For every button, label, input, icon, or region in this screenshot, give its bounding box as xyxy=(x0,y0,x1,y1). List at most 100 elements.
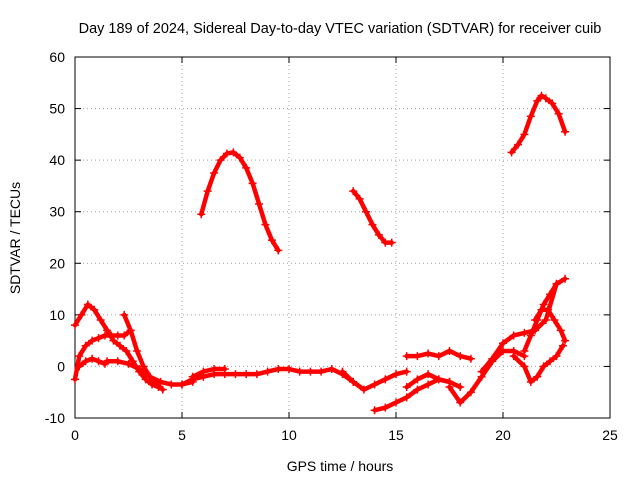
data-point xyxy=(71,321,79,330)
series-arc-15.5-18.5h-upper xyxy=(402,346,475,363)
series-line xyxy=(190,366,228,379)
series-arc-21-23h-upper xyxy=(531,305,570,345)
data-point xyxy=(327,365,336,374)
data-point xyxy=(197,210,206,219)
data-point xyxy=(507,148,516,157)
data-point xyxy=(306,367,315,376)
series-group xyxy=(71,91,570,415)
data-point xyxy=(115,341,124,350)
data-point xyxy=(156,377,165,386)
series-line xyxy=(199,150,281,253)
data-point xyxy=(456,398,465,407)
data-point xyxy=(113,357,122,366)
data-point xyxy=(552,279,561,288)
data-point xyxy=(88,354,97,363)
series-line xyxy=(72,302,161,390)
data-point xyxy=(541,316,550,325)
data-point xyxy=(466,354,475,363)
series-arc-15.5-18h-mid xyxy=(402,370,465,392)
series-arc-5-13h-flat xyxy=(178,365,358,389)
data-point xyxy=(539,362,548,371)
series-line xyxy=(522,276,568,354)
data-point xyxy=(167,380,176,389)
chart-title: Day 189 of 2024, Sidereal Day-to-day VTE… xyxy=(79,21,602,37)
data-point xyxy=(499,339,507,348)
data-point xyxy=(141,375,150,384)
data-point xyxy=(370,406,379,415)
data-point xyxy=(263,367,272,376)
y-tick-label: 50 xyxy=(49,101,65,117)
data-point xyxy=(216,156,225,165)
data-point xyxy=(561,127,570,136)
y-tick-label: 0 xyxy=(57,358,65,374)
data-point xyxy=(558,341,567,350)
data-point xyxy=(424,380,433,389)
data-point xyxy=(548,99,557,108)
data-point xyxy=(242,163,251,172)
data-point xyxy=(520,362,529,371)
data-point xyxy=(126,326,135,335)
data-point xyxy=(520,346,529,355)
data-point xyxy=(139,362,148,371)
plot-frame xyxy=(74,56,611,419)
data-point xyxy=(513,140,522,149)
y-tick-label: -10 xyxy=(45,410,65,426)
data-point xyxy=(424,349,433,358)
y-axis-label: SDTVAR / TECUs xyxy=(7,182,23,294)
y-tick-label: 60 xyxy=(49,49,65,65)
axis-ticks: 0 5 10 15 20 25 -10 0 10 20 30 40 50 60 xyxy=(45,49,618,443)
data-point xyxy=(81,341,90,350)
data-point xyxy=(456,383,465,392)
data-point xyxy=(133,346,142,355)
data-point xyxy=(533,372,542,381)
data-point xyxy=(537,91,546,100)
data-point xyxy=(349,187,358,196)
data-point xyxy=(124,359,133,368)
data-point xyxy=(285,365,293,374)
data-point xyxy=(83,300,92,309)
series-line xyxy=(511,343,566,385)
data-point xyxy=(103,326,112,335)
data-point xyxy=(267,236,276,245)
data-point xyxy=(145,372,154,381)
series-arc-20.5-23h-loop xyxy=(509,341,567,386)
data-point xyxy=(220,365,229,374)
data-point xyxy=(424,370,433,379)
x-tick-label: 15 xyxy=(388,427,404,443)
y-tick-label: 40 xyxy=(49,152,65,168)
data-point xyxy=(274,246,283,255)
data-point xyxy=(561,274,570,283)
data-point xyxy=(445,383,454,392)
data-point xyxy=(526,377,535,386)
data-point xyxy=(94,357,103,366)
data-point xyxy=(242,370,251,379)
series-arc-6-9.5h xyxy=(197,148,283,255)
y-tick-label: 20 xyxy=(49,255,65,271)
data-point xyxy=(75,362,84,371)
data-point xyxy=(255,199,264,208)
data-point xyxy=(135,365,144,374)
y-tick-label: 10 xyxy=(49,307,65,323)
data-point xyxy=(122,346,131,355)
data-point xyxy=(434,352,443,361)
data-point xyxy=(349,377,358,386)
series-arc-5.5-7h-low xyxy=(188,365,229,381)
data-point xyxy=(413,352,422,361)
data-point xyxy=(359,385,368,394)
data-point xyxy=(550,316,559,325)
data-point xyxy=(546,357,555,366)
data-point xyxy=(295,367,304,376)
data-point xyxy=(178,380,186,389)
x-tick-label: 20 xyxy=(495,427,511,443)
data-point xyxy=(88,336,97,345)
data-point xyxy=(109,336,118,345)
data-point xyxy=(317,367,326,376)
series-line xyxy=(509,93,568,155)
data-point xyxy=(103,357,112,366)
data-point xyxy=(210,365,219,374)
data-point xyxy=(387,238,396,247)
grid xyxy=(75,57,610,418)
data-point xyxy=(90,305,99,314)
data-point xyxy=(188,372,197,381)
